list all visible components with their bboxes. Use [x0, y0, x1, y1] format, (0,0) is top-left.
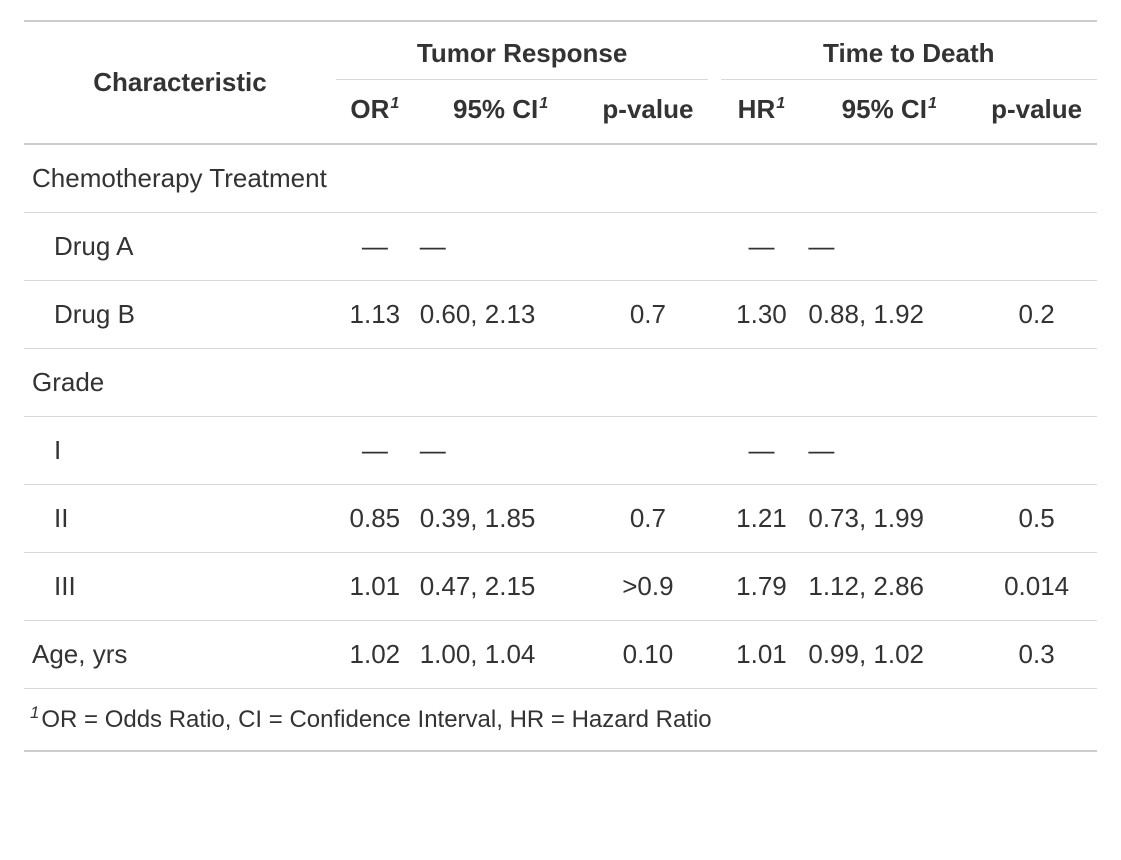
cell-pvalue-tumor: 0.7	[588, 281, 709, 349]
row-label: I	[24, 417, 336, 485]
cell-pvalue-time: 0.014	[976, 553, 1097, 621]
cell-or: —	[336, 213, 414, 281]
cell-gap	[708, 621, 720, 689]
row-label: Drug A	[24, 213, 336, 281]
cell-pvalue-time: 0.3	[976, 621, 1097, 689]
cell-ci-tumor: 0.60, 2.13	[414, 281, 588, 349]
cell-ci-time: 0.73, 1.99	[802, 485, 976, 553]
cell-pvalue-tumor: 0.10	[588, 621, 709, 689]
col-pvalue-tumor: p-value	[588, 80, 709, 145]
cell-gap	[708, 281, 720, 349]
row-label: Drug B	[24, 281, 336, 349]
cell-pvalue-tumor	[588, 213, 709, 281]
cell-hr: —	[721, 417, 803, 485]
footnote-text: OR = Odds Ratio, CI = Confidence Interva…	[41, 706, 711, 733]
cell-hr: —	[721, 213, 803, 281]
regression-table: Characteristic Tumor Response Time to De…	[24, 20, 1097, 752]
cell-ci-time: 1.12, 2.86	[802, 553, 976, 621]
col-hr: HR1	[721, 80, 803, 145]
cell-pvalue-tumor: 0.7	[588, 485, 709, 553]
table-row: I————	[24, 417, 1097, 485]
col-ci-tumor: 95% CI1	[414, 80, 588, 145]
cell-or: 1.01	[336, 553, 414, 621]
cell-ci-tumor: 0.39, 1.85	[414, 485, 588, 553]
row-label: Age, yrs	[24, 621, 336, 689]
footnote-marker: 1	[30, 703, 41, 722]
spanner-gap	[708, 21, 720, 80]
table-row: Age, yrs1.021.00, 1.040.101.010.99, 1.02…	[24, 621, 1097, 689]
table-row: Grade	[24, 349, 1097, 417]
cell-gap	[708, 485, 720, 553]
cell-pvalue-time: 0.2	[976, 281, 1097, 349]
table-row: II0.850.39, 1.850.71.210.73, 1.990.5	[24, 485, 1097, 553]
table-row: Drug A————	[24, 213, 1097, 281]
cell-gap	[708, 417, 720, 485]
cell-hr: 1.21	[721, 485, 803, 553]
cell-ci-time: —	[802, 417, 976, 485]
cell-ci-tumor: —	[414, 213, 588, 281]
cell-or: 1.13	[336, 281, 414, 349]
group-label: Chemotherapy Treatment	[24, 144, 1097, 213]
cell-ci-time: —	[802, 213, 976, 281]
cell-pvalue-tumor: >0.9	[588, 553, 709, 621]
table-row: Drug B1.130.60, 2.130.71.300.88, 1.920.2	[24, 281, 1097, 349]
spanner-tumor-response: Tumor Response	[336, 21, 708, 80]
row-label: III	[24, 553, 336, 621]
cell-ci-time: 0.88, 1.92	[802, 281, 976, 349]
cell-ci-tumor: 0.47, 2.15	[414, 553, 588, 621]
col-ci-time: 95% CI1	[802, 80, 976, 145]
footnote: 1OR = Odds Ratio, CI = Confidence Interv…	[24, 689, 1097, 752]
table-header: Characteristic Tumor Response Time to De…	[24, 21, 1097, 144]
cell-hr: 1.01	[721, 621, 803, 689]
table-row: III1.010.47, 2.15>0.91.791.12, 2.860.014	[24, 553, 1097, 621]
cell-or: 1.02	[336, 621, 414, 689]
col-pvalue-time: p-value	[976, 80, 1097, 145]
cell-pvalue-time	[976, 417, 1097, 485]
header-characteristic: Characteristic	[24, 21, 336, 144]
cell-gap	[708, 213, 720, 281]
row-label: II	[24, 485, 336, 553]
col-or: OR1	[336, 80, 414, 145]
group-label: Grade	[24, 349, 1097, 417]
col-gap	[708, 80, 720, 145]
cell-pvalue-time: 0.5	[976, 485, 1097, 553]
table-row: Chemotherapy Treatment	[24, 144, 1097, 213]
cell-pvalue-tumor	[588, 417, 709, 485]
cell-ci-tumor: 1.00, 1.04	[414, 621, 588, 689]
cell-hr: 1.30	[721, 281, 803, 349]
table-body: Chemotherapy TreatmentDrug A————Drug B1.…	[24, 144, 1097, 689]
cell-or: 0.85	[336, 485, 414, 553]
cell-ci-tumor: —	[414, 417, 588, 485]
spanner-time-to-death: Time to Death	[721, 21, 1097, 80]
cell-hr: 1.79	[721, 553, 803, 621]
cell-gap	[708, 553, 720, 621]
cell-ci-time: 0.99, 1.02	[802, 621, 976, 689]
cell-pvalue-time	[976, 213, 1097, 281]
cell-or: —	[336, 417, 414, 485]
